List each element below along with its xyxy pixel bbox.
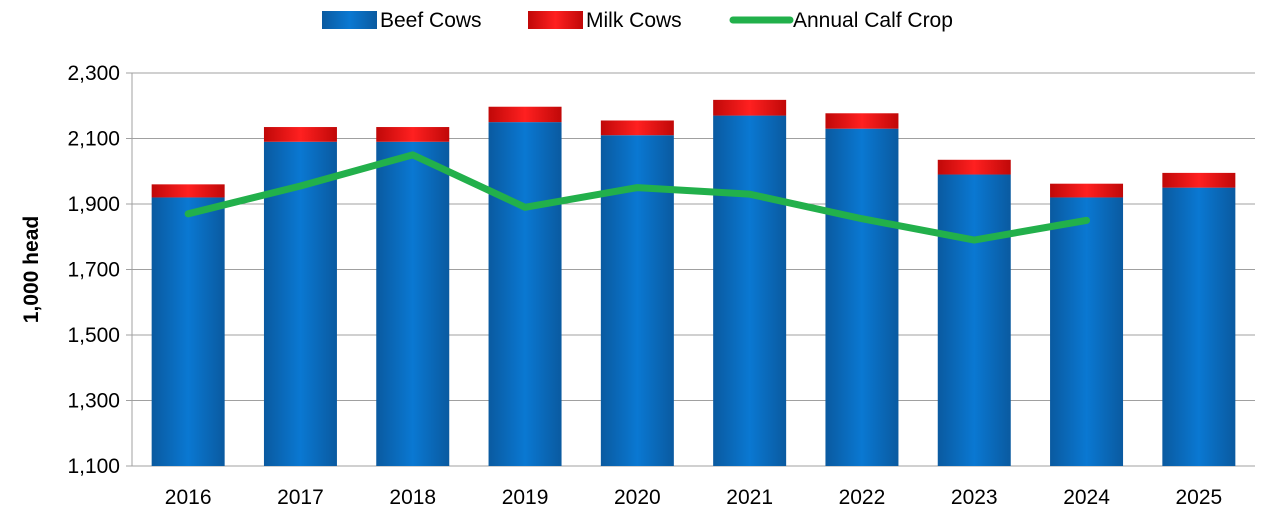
- bar-beef-cows: [1050, 197, 1124, 466]
- legend-label-milk-cows: Milk Cows: [586, 9, 682, 32]
- bar-beef-cows: [376, 141, 450, 466]
- y-tick-label: 1,900: [67, 193, 120, 216]
- bar-beef-cows: [713, 115, 787, 466]
- legend-swatch-milk-cows: [528, 11, 583, 29]
- y-tick-label: 2,100: [67, 128, 120, 151]
- legend-label-beef-cows: Beef Cows: [380, 9, 482, 32]
- x-tick-label: 2016: [165, 486, 212, 509]
- x-tick-label: 2025: [1175, 486, 1222, 509]
- bar-milk-cows: [376, 127, 450, 142]
- legend: Beef Cows Milk Cows Annual Calf Crop: [322, 9, 953, 32]
- x-tick-label: 2022: [839, 486, 886, 509]
- bar-beef-cows: [825, 128, 899, 467]
- bar-beef-cows: [1162, 187, 1236, 466]
- bar-milk-cows: [488, 106, 562, 123]
- bar-beef-cows: [937, 174, 1011, 466]
- bar-milk-cows: [713, 99, 787, 116]
- legend-label-annual-calf-crop: Annual Calf Crop: [793, 9, 953, 32]
- bar-milk-cows: [263, 127, 337, 142]
- y-tick-label: 2,300: [67, 62, 120, 85]
- bar-beef-cows: [263, 141, 337, 466]
- bars: [151, 99, 1236, 467]
- bar-beef-cows: [151, 197, 225, 466]
- y-tick-label: 1,500: [67, 324, 120, 347]
- axes: 1,100 1,300 1,500 1,700 1,900 2,100 2,300 1,000…: [20, 62, 1222, 509]
- x-tick-label: 2020: [614, 486, 661, 509]
- x-tick-label: 2018: [389, 486, 436, 509]
- bar-milk-cows: [1162, 172, 1236, 188]
- y-tick-label: 1,300: [67, 390, 120, 413]
- bar-beef-cows: [488, 122, 562, 466]
- x-tick-label: 2017: [277, 486, 324, 509]
- bar-milk-cows: [825, 113, 899, 129]
- bar-milk-cows: [600, 120, 674, 136]
- x-tick-label: 2024: [1063, 486, 1110, 509]
- y-axis-label: 1,000 head: [20, 216, 43, 323]
- bar-milk-cows: [937, 159, 1011, 175]
- x-tick-label: 2019: [502, 486, 549, 509]
- legend-swatch-beef-cows: [322, 11, 377, 29]
- calf-crop-line-layer: [184, 151, 1091, 244]
- y-tick-label: 1,100: [67, 455, 120, 478]
- x-tick-label: 2023: [951, 486, 998, 509]
- bar-milk-cows: [151, 184, 225, 198]
- bar-milk-cows: [1050, 183, 1124, 198]
- y-tick-label: 1,700: [67, 259, 120, 282]
- x-tick-label: 2021: [726, 486, 773, 509]
